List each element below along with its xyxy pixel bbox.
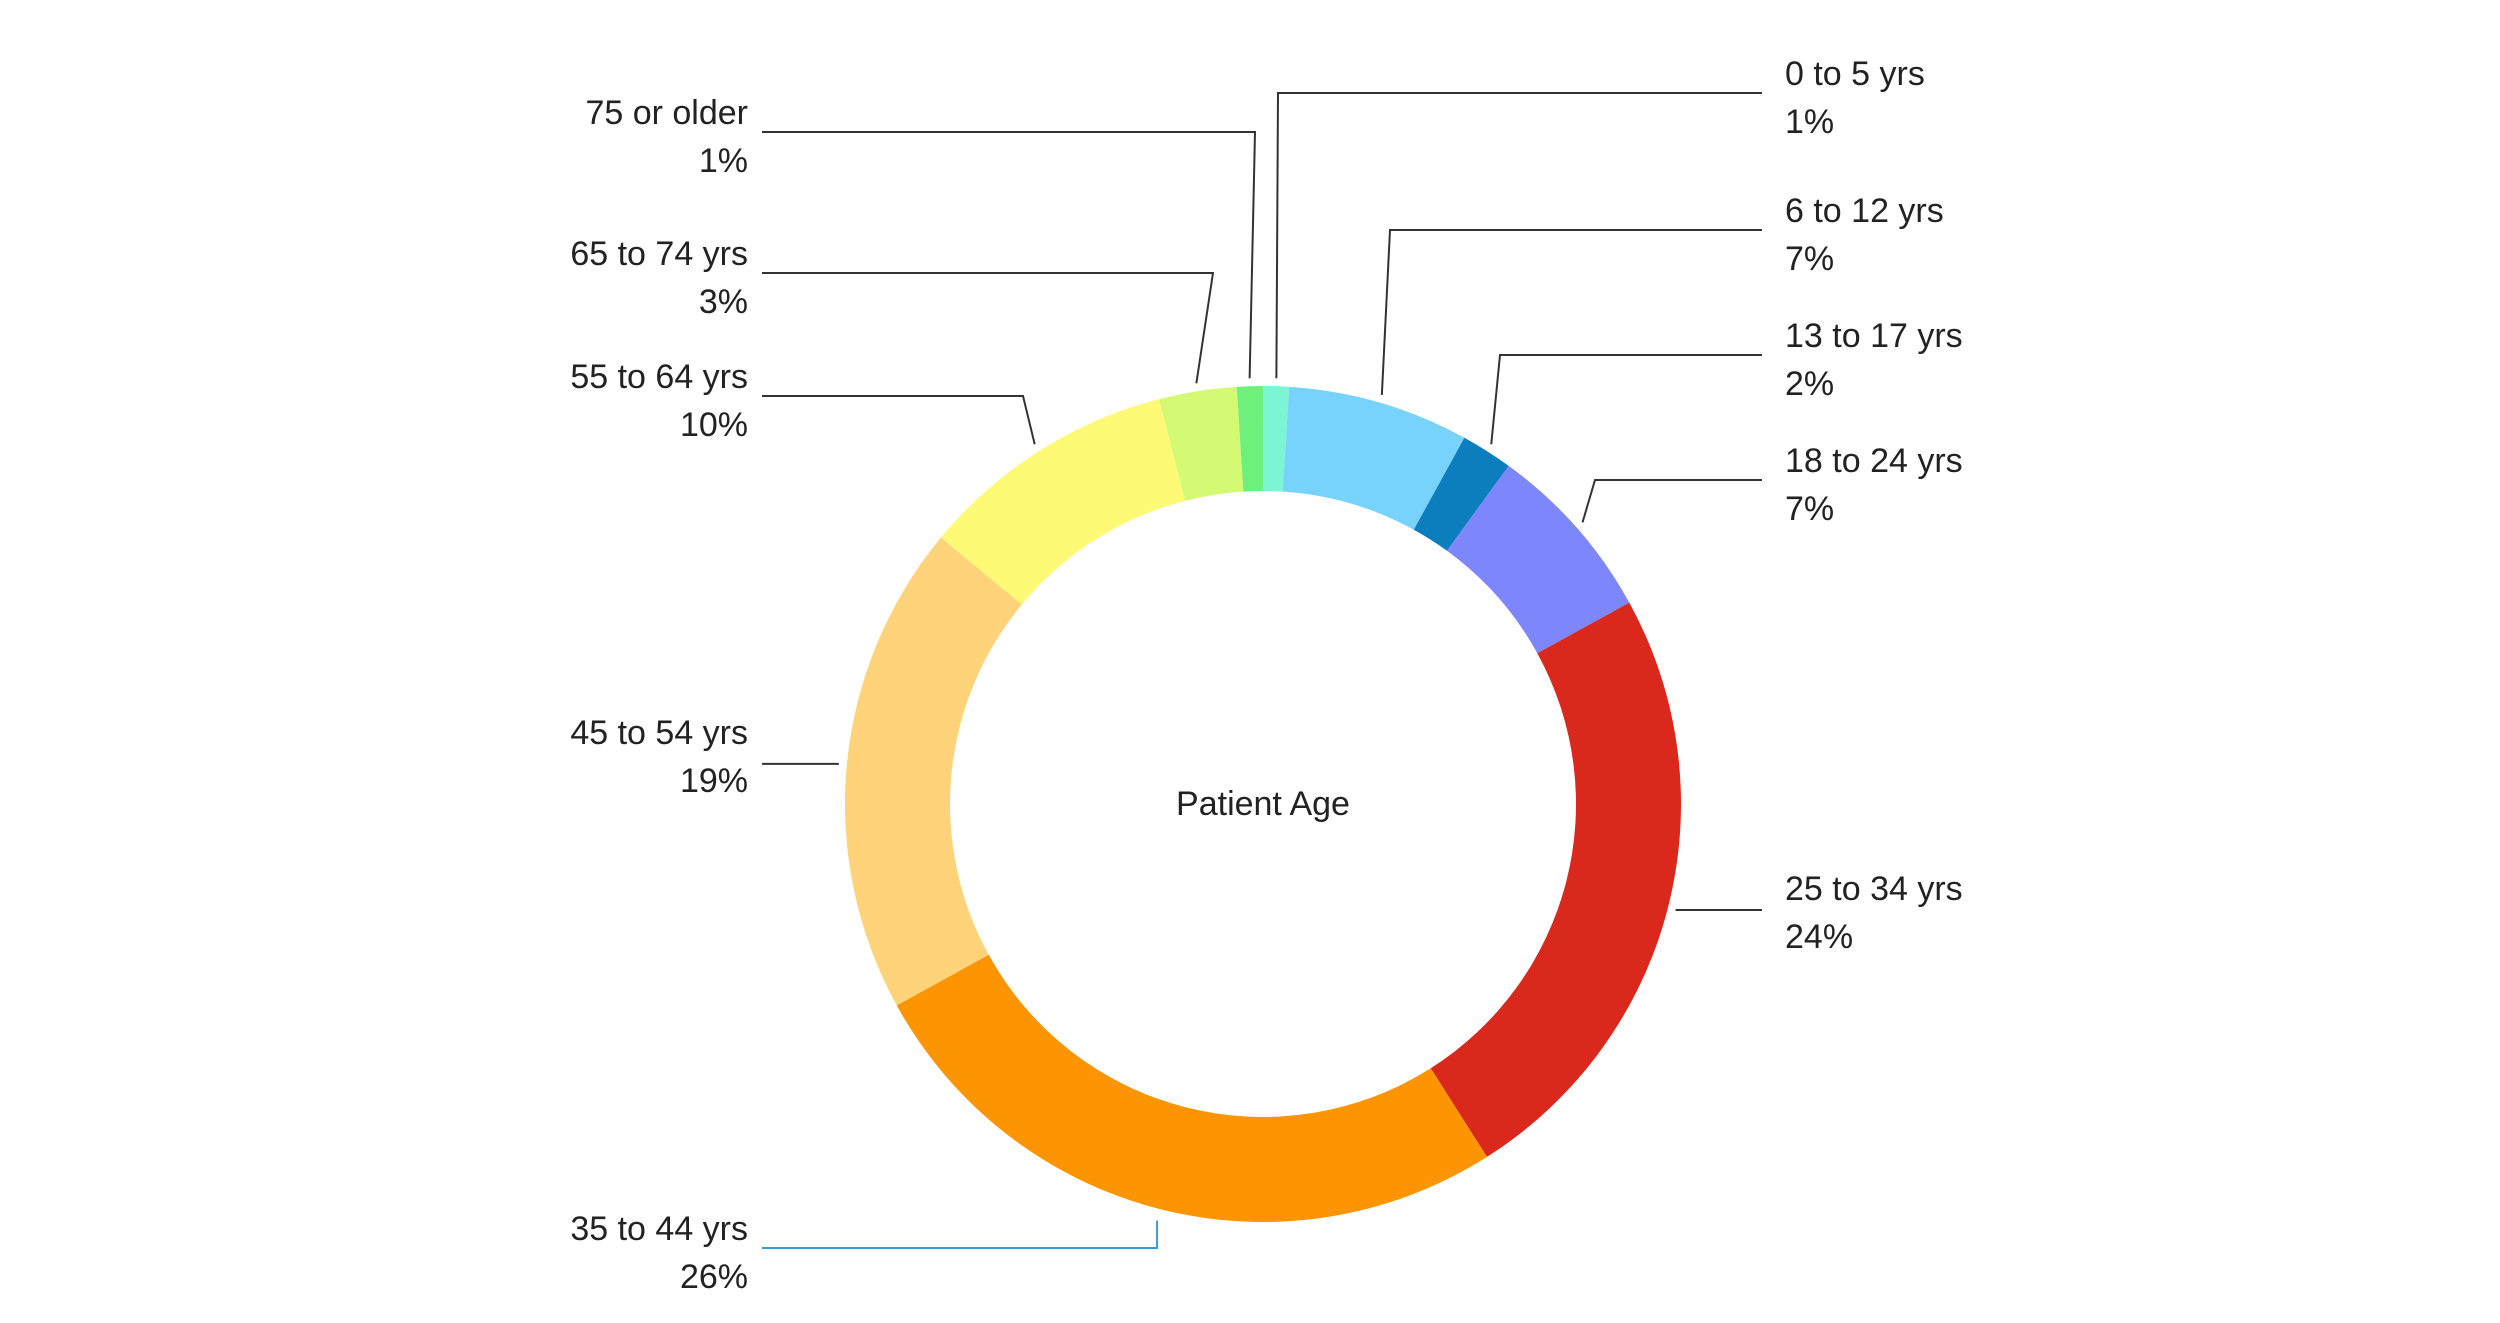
- slice-25-to-34-yrs: [1430, 602, 1681, 1157]
- slice-value-55-to-64-yrs: 10%: [680, 406, 748, 444]
- leader-line-13-to-17-yrs: [1490, 354, 1762, 445]
- leader-line-35-to-44-yrs: [762, 1220, 1159, 1249]
- slice-label-45-to-54-yrs: 45 to 54 yrs: [570, 714, 748, 752]
- leader-line-6-to-12-yrs: [1380, 229, 1762, 395]
- slice-label-65-to-74-yrs: 65 to 74 yrs: [570, 235, 748, 273]
- slice-label-25-to-34-yrs: 25 to 34 yrs: [1785, 870, 1963, 908]
- slice-value-6-to-12-yrs: 7%: [1785, 240, 1834, 278]
- slice-value-18-to-24-yrs: 7%: [1785, 490, 1834, 528]
- slice-0-to-5-yrs: [1263, 386, 1290, 492]
- leader-line-55-to-64-yrs: [762, 395, 1036, 445]
- slice-label-75-or-older: 75 or older: [585, 94, 748, 132]
- leader-lines-layer: [762, 92, 1762, 1249]
- slice-65-to-74-yrs: [1159, 386, 1244, 501]
- slice-value-13-to-17-yrs: 2%: [1785, 365, 1834, 403]
- slice-value-45-to-54-yrs: 19%: [680, 762, 748, 800]
- labels-layer: 0 to 5 yrs 1% 6 to 12 yrs 7% 13 to 17 yrs 2% 1…: [570, 55, 1962, 1296]
- slice-35-to-44-yrs: [896, 954, 1487, 1222]
- slice-value-65-to-74-yrs: 3%: [699, 283, 748, 321]
- slice-value-35-to-44-yrs: 26%: [680, 1258, 748, 1296]
- leader-line-75-or-older: [762, 131, 1257, 379]
- slice-value-0-to-5-yrs: 1%: [1785, 103, 1834, 141]
- slice-13-to-17-yrs: [1413, 437, 1509, 551]
- slice-label-35-to-44-yrs: 35 to 44 yrs: [570, 1210, 748, 1248]
- slice-55-to-64-yrs: [940, 399, 1186, 605]
- leader-line-0-to-5-yrs: [1275, 92, 1762, 379]
- leader-line-65-to-74-yrs: [762, 272, 1215, 384]
- slice-value-25-to-34-yrs: 24%: [1785, 918, 1853, 956]
- slice-75-or-older: [1236, 386, 1263, 492]
- slice-label-55-to-64-yrs: 55 to 64 yrs: [570, 358, 748, 396]
- leader-line-18-to-24-yrs: [1581, 479, 1762, 523]
- slice-45-to-54-yrs: [845, 537, 1022, 1006]
- slice-label-13-to-17-yrs: 13 to 17 yrs: [1785, 317, 1963, 355]
- slice-label-0-to-5-yrs: 0 to 5 yrs: [1785, 55, 1925, 93]
- slice-value-75-or-older: 1%: [699, 142, 748, 180]
- slice-label-6-to-12-yrs: 6 to 12 yrs: [1785, 192, 1944, 230]
- slice-18-to-24-yrs: [1446, 465, 1630, 654]
- slices-layer: [845, 386, 1681, 1222]
- center-label: Patient Age: [1176, 785, 1350, 823]
- slice-label-18-to-24-yrs: 18 to 24 yrs: [1785, 442, 1963, 480]
- slice-6-to-12-yrs: [1282, 386, 1465, 530]
